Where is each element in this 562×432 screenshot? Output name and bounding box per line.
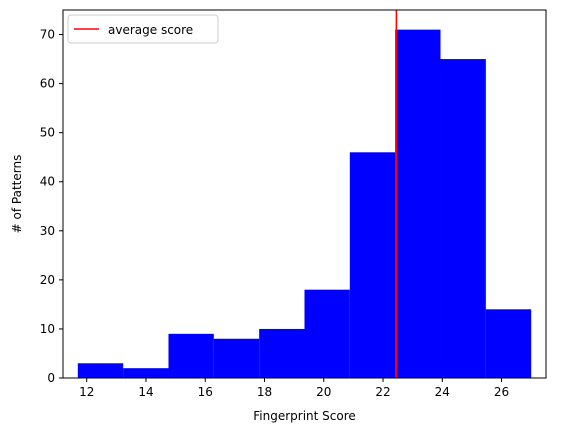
histogram-bar-9 xyxy=(485,309,532,378)
histogram-bar-2 xyxy=(168,333,214,378)
histogram-bar-3 xyxy=(213,338,260,378)
legend-entry-average-score: average score xyxy=(108,23,193,37)
x-tick-label: 12 xyxy=(79,385,94,399)
plot-frame xyxy=(62,9,547,379)
x-tick-label: 18 xyxy=(257,385,272,399)
x-tick-label: 14 xyxy=(138,385,153,399)
y-axis-ticks: 0 10 20 30 40 50 60 70 xyxy=(40,28,63,385)
y-tick-label: 20 xyxy=(40,273,55,287)
histogram-bar-4 xyxy=(259,328,305,378)
legend: average score xyxy=(67,14,219,44)
x-tick-label: 16 xyxy=(198,385,213,399)
x-tick-label: 22 xyxy=(375,385,390,399)
y-tick-label: 30 xyxy=(40,224,55,238)
y-tick-label: 70 xyxy=(40,28,55,42)
y-tick-label: 40 xyxy=(40,175,55,189)
histogram-bar-7 xyxy=(395,29,441,378)
x-axis-ticks: 12 14 16 18 20 22 24 26 xyxy=(79,378,509,399)
legend-box xyxy=(67,14,219,44)
y-axis-label: # of Patterns xyxy=(10,155,24,234)
y-tick-label: 10 xyxy=(40,322,55,336)
x-axis-label: Fingerprint Score xyxy=(253,409,356,423)
x-tick-label: 24 xyxy=(435,385,450,399)
bars-group xyxy=(77,29,532,379)
y-tick-label: 50 xyxy=(40,126,55,140)
histogram-bar-0 xyxy=(77,363,124,378)
y-tick-label: 0 xyxy=(47,371,55,385)
x-tick-label: 20 xyxy=(316,385,331,399)
histogram-bar-8 xyxy=(440,59,486,379)
histogram-bar-1 xyxy=(123,368,169,378)
histogram-bar-5 xyxy=(304,289,350,378)
y-tick-label: 60 xyxy=(40,77,55,91)
x-tick-label: 26 xyxy=(494,385,509,399)
histogram-bar-6 xyxy=(349,152,396,378)
